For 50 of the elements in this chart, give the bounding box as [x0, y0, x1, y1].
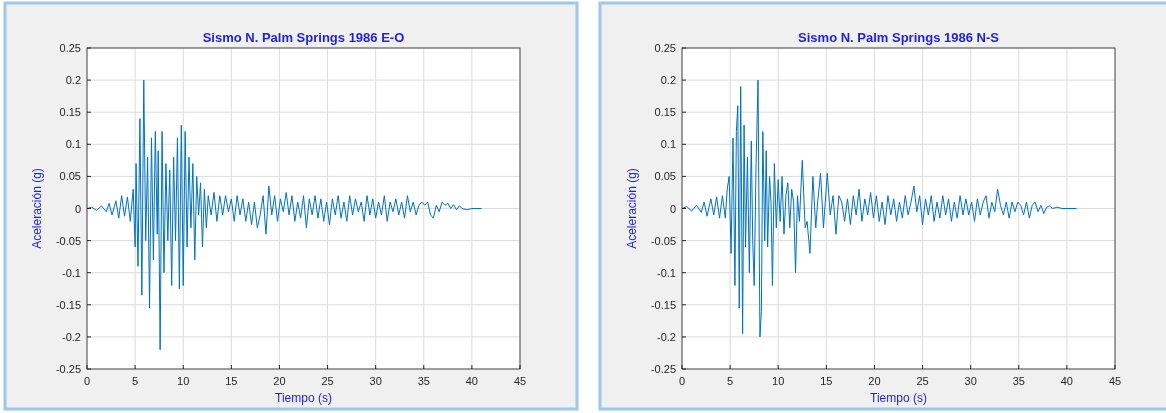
y-tick-label: 0 — [74, 202, 81, 215]
y-tick-label: -0.25 — [650, 363, 676, 375]
y-axis-title: Aceleración (g) — [625, 168, 639, 249]
y-tick-label: 0.05 — [59, 170, 81, 183]
y-tick-label: -0.25 — [55, 363, 81, 375]
y-axis-title: Aceleración (g) — [30, 168, 44, 249]
x-tick-label: 20 — [273, 375, 286, 387]
x-tick-label: 10 — [177, 375, 190, 387]
y-tick-label: 0.1 — [660, 138, 676, 151]
x-tick-label: 5 — [132, 375, 139, 387]
chart-title: Sismo N. Palm Springs 1986 N-S — [798, 30, 1000, 45]
y-tick-label: -0.05 — [650, 234, 676, 247]
x-tick-label: 35 — [417, 375, 430, 387]
x-tick-label: 15 — [225, 375, 238, 387]
y-tick-label: 0.1 — [65, 138, 81, 151]
chart-title: Sismo N. Palm Springs 1986 E-O — [202, 30, 405, 45]
x-tick-label: 30 — [964, 375, 977, 387]
x-tick-label: 45 — [1108, 375, 1122, 387]
y-tick-label: 0.15 — [654, 106, 676, 119]
x-tick-label: 30 — [369, 375, 382, 387]
x-tick-label: 15 — [820, 375, 833, 387]
x-axis-title: Tiempo (s) — [275, 391, 332, 405]
y-tick-label: -0.15 — [650, 298, 676, 311]
x-tick-label: 35 — [1012, 375, 1025, 387]
x-tick-label: 0 — [83, 375, 91, 387]
x-tick-label: 40 — [465, 375, 479, 387]
x-axis-title: Tiempo (s) — [870, 391, 927, 405]
y-tick-label: 0.05 — [654, 170, 676, 183]
x-tick-label: 5 — [727, 375, 734, 387]
y-tick-label: -0.1 — [657, 266, 676, 279]
y-tick-label: -0.2 — [62, 330, 81, 343]
x-tick-label: 40 — [1060, 375, 1074, 387]
y-tick-label: -0.15 — [55, 298, 81, 311]
x-tick-label: 10 — [772, 375, 785, 387]
line-series — [681, 79, 1078, 338]
x-tick-label: 25 — [321, 375, 334, 387]
y-tick-label: -0.2 — [657, 330, 676, 343]
line-series — [86, 79, 483, 351]
y-tick-label: 0.15 — [59, 106, 81, 119]
y-tick-label: -0.1 — [62, 266, 81, 279]
y-tick-label: 0.2 — [660, 74, 676, 87]
y-tick-label: -0.05 — [55, 234, 81, 247]
y-tick-label: 0.25 — [654, 42, 676, 54]
y-tick-label: 0 — [669, 202, 676, 215]
x-tick-label: 0 — [678, 375, 686, 387]
x-tick-label: 45 — [513, 375, 527, 387]
x-tick-label: 20 — [868, 375, 881, 387]
x-tick-label: 25 — [916, 375, 929, 387]
y-tick-label: 0.2 — [65, 74, 81, 87]
y-tick-label: 0.25 — [59, 42, 81, 54]
